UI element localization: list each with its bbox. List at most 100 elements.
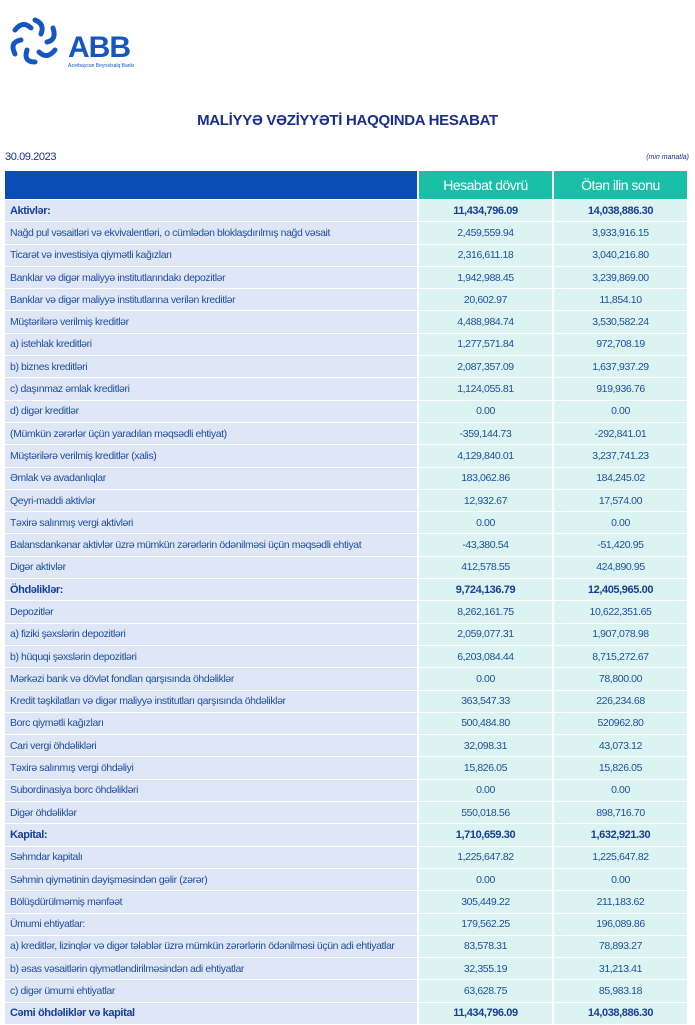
- row-previous-value: 12,405,965.00: [553, 579, 687, 601]
- header-previous-year-end: Ötən ilin sonu: [553, 171, 687, 199]
- row-current-value: 2,087,357.09: [419, 356, 552, 378]
- table-row: Təxirə salınmış vergi aktivləri 0.00 0.00: [5, 512, 687, 534]
- row-current-value: 15,826.05: [419, 757, 552, 779]
- row-label: a) istehlak kreditləri: [5, 333, 417, 356]
- balance-sheet-table: Hesabat dövrü Ötən ilin sonu Aktivlər: 11…: [3, 170, 689, 1025]
- row-current-value: 2,459,559.94: [419, 222, 552, 244]
- row-current-value: 550,018.56: [419, 802, 552, 824]
- row-current-value: 183,062.86: [419, 467, 552, 489]
- row-previous-value: 3,239,869.00: [553, 266, 687, 289]
- row-current-value: 11,434,796.09: [419, 1002, 552, 1024]
- row-current-value: 63,628.75: [419, 980, 552, 1002]
- table-row: Qeyri-maddi aktivlər 12,932.67 17,574.00: [5, 489, 687, 512]
- row-current-value: 32,098.31: [419, 735, 552, 757]
- table-row: Öhdəliklər: 9,724,136.79 12,405,965.00: [5, 579, 687, 601]
- row-previous-value: -292,841.01: [553, 422, 687, 445]
- row-previous-value: 0.00: [553, 512, 687, 534]
- row-current-value: 4,129,840.01: [419, 445, 552, 467]
- row-current-value: 1,124,055.81: [419, 378, 552, 400]
- table-row: Kredit təşkilatları və digər maliyyə ins…: [5, 690, 687, 712]
- row-previous-value: 15,826.05: [553, 757, 687, 779]
- table-row: (Mümkün zərərlər üçün yaradılan məqsədli…: [5, 422, 687, 445]
- row-current-value: 9,724,136.79: [419, 579, 552, 601]
- row-label: Mərkəzi bank və dövlət fondları qarşısın…: [5, 668, 417, 690]
- row-current-value: 500,484.80: [419, 712, 552, 735]
- row-label: Səhmin qiymətinin dəyişməsindən gəlir (z…: [5, 868, 417, 891]
- header-blank: [5, 171, 417, 199]
- row-label: Aktivlər:: [5, 200, 417, 222]
- row-label: Müştərilərə verilmiş kreditlər: [5, 311, 417, 333]
- row-previous-value: 3,933,916.15: [553, 222, 687, 244]
- row-previous-value: 10,622,351.65: [553, 601, 687, 623]
- table-row: Səhmin qiymətinin dəyişməsindən gəlir (z…: [5, 868, 687, 891]
- row-label: Kapital:: [5, 824, 417, 846]
- table-header: Hesabat dövrü Ötən ilin sonu: [5, 171, 687, 199]
- row-current-value: -43,380.54: [419, 534, 552, 556]
- row-current-value: 4,488,984.74: [419, 311, 552, 333]
- table-row: Banklar və digər maliyyə institutlarında…: [5, 266, 687, 289]
- report-unit: (min manatla): [646, 154, 689, 161]
- abb-logo: ABB Azərbaycan Beynəlxalq Bankı: [5, 14, 135, 69]
- row-previous-value: 3,237,741.23: [553, 445, 687, 467]
- row-label: Kredit təşkilatları və digər maliyyə ins…: [5, 690, 417, 712]
- row-previous-value: 226,234.68: [553, 690, 687, 712]
- table-row: c) daşınmaz əmlak kreditləri 1,124,055.81…: [5, 378, 687, 400]
- table-row: Ümumi ehtiyatlar: 179,562.25 196,089.86: [5, 913, 687, 935]
- table-row: Digər aktivlər 412,578.55 424,890.95: [5, 556, 687, 579]
- row-label: Digər öhdəliklər: [5, 802, 417, 824]
- brand-subtitle: Azərbaycan Beynəlxalq Bankı: [68, 63, 135, 69]
- row-label: Cəmi öhdəliklər və kapital: [5, 1002, 417, 1024]
- row-previous-value: 1,907,078.98: [553, 623, 687, 645]
- row-previous-value: 1,632,921.30: [553, 824, 687, 846]
- row-label: Ticarət və investisiya qiymətli kağızlar…: [5, 244, 417, 266]
- table-row: a) istehlak kreditləri 1,277,571.84 972,70…: [5, 333, 687, 356]
- row-previous-value: 211,183.62: [553, 891, 687, 913]
- brand-name: ABB: [68, 31, 131, 64]
- row-previous-value: 184,245.02: [553, 467, 687, 489]
- table-row: Digər öhdəliklər 550,018.56 898,716.70: [5, 802, 687, 824]
- row-previous-value: 0.00: [553, 779, 687, 802]
- row-previous-value: 0.00: [553, 400, 687, 422]
- row-current-value: 0.00: [419, 868, 552, 891]
- row-label: d) digər kreditlər: [5, 400, 417, 422]
- row-current-value: 412,578.55: [419, 556, 552, 579]
- row-label: Cari vergi öhdəlikləri: [5, 735, 417, 757]
- table-row: b) əsas vəsaitlərin qiymətləndirilməsind…: [5, 958, 687, 980]
- table-row: Müştərilərə verilmiş kreditlər (xalis) 4,…: [5, 445, 687, 467]
- table-row: Banklar və digər maliyyə institutlarına …: [5, 289, 687, 311]
- row-previous-value: 8,715,272.67: [553, 645, 687, 668]
- row-label: Əmlak və avadanlıqlar: [5, 467, 417, 489]
- row-label: Banklar və digər maliyyə institutlarında…: [5, 266, 417, 289]
- row-label: Subordinasiya borc öhdəlikləri: [5, 779, 417, 802]
- abb-swirl-icon: [10, 17, 58, 65]
- row-current-value: 32,355.19: [419, 958, 552, 980]
- row-current-value: 0.00: [419, 779, 552, 802]
- row-label: Ümumi ehtiyatlar:: [5, 913, 417, 935]
- row-current-value: 0.00: [419, 668, 552, 690]
- table-row: Kapital: 1,710,659.30 1,632,921.30: [5, 824, 687, 846]
- table-row: Səhmdar kapitalı 1,225,647.82 1,225,647.82: [5, 846, 687, 868]
- row-previous-value: 424,890.95: [553, 556, 687, 579]
- table-row: Subordinasiya borc öhdəlikləri 0.00 0.00: [5, 779, 687, 802]
- table-row: Balansdankənar aktivlər üzrə mümkün zərə…: [5, 534, 687, 556]
- row-previous-value: 78,893.27: [553, 935, 687, 958]
- table-row: b) biznes kreditləri 2,087,357.09 1,637,93…: [5, 356, 687, 378]
- row-previous-value: 43,073.12: [553, 735, 687, 757]
- row-label: Qeyri-maddi aktivlər: [5, 489, 417, 512]
- report-date: 30.09.2023: [5, 151, 57, 163]
- row-label: Balansdankənar aktivlər üzrə mümkün zərə…: [5, 534, 417, 556]
- table-row: Borc qiymətli kağızları 500,484.80 520962.…: [5, 712, 687, 735]
- row-current-value: 0.00: [419, 400, 552, 422]
- row-label: Nağd pul vəsaitləri və ekvivalentləri, o…: [5, 222, 417, 244]
- row-label: Müştərilərə verilmiş kreditlər (xalis): [5, 445, 417, 467]
- table-row: Cari vergi öhdəlikləri 32,098.31 43,073.12: [5, 735, 687, 757]
- row-label: c) digər ümumi ehtiyatlar: [5, 980, 417, 1002]
- table-row: Əmlak və avadanlıqlar 183,062.86 184,245.0…: [5, 467, 687, 489]
- row-label: Təxirə salınmış vergi öhdəliyi: [5, 757, 417, 779]
- row-previous-value: 898,716.70: [553, 802, 687, 824]
- row-label: Digər aktivlər: [5, 556, 417, 579]
- row-label: b) hüquqi şəxslərin depozitləri: [5, 645, 417, 668]
- table-row: Təxirə salınmış vergi öhdəliyi 15,826.05 1…: [5, 757, 687, 779]
- row-label: b) biznes kreditləri: [5, 356, 417, 378]
- row-label: Bölüşdürülməmiş mənfəət: [5, 891, 417, 913]
